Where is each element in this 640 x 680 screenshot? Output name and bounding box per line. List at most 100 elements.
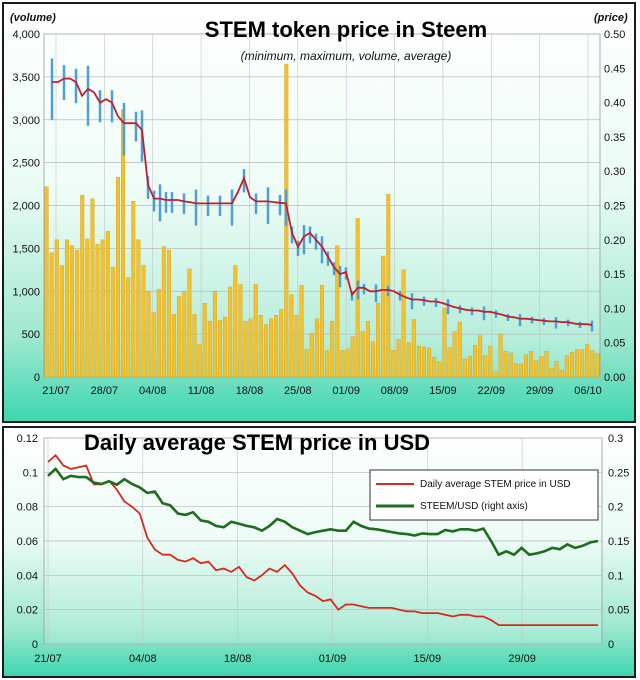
volume-bar (233, 265, 238, 378)
volume-bar (115, 177, 120, 378)
x-tick-label: 18/08 (224, 653, 252, 665)
volume-bar (248, 318, 253, 378)
y-right-tick-label: 0.30 (604, 166, 625, 178)
y-right-tick-label: 0.05 (608, 605, 629, 617)
volume-bar (192, 314, 197, 378)
y-left-tick-label: 2,500 (12, 158, 40, 170)
volume-bar (243, 321, 248, 378)
volume-bar (238, 284, 243, 378)
volume-bar (376, 303, 381, 378)
volume-bar (534, 360, 539, 378)
y-right-tick-label: 0.00 (604, 372, 625, 384)
volume-bar (508, 352, 513, 378)
steem-usd-line (47, 466, 599, 557)
y-right-tick-label: 0 (608, 639, 614, 651)
volume-bar (212, 291, 217, 378)
legend-label-stem-usd: Daily average STEM price in USD (420, 479, 571, 490)
volume-bar (498, 333, 503, 378)
volume-bar (554, 361, 559, 378)
volume-bar (105, 231, 110, 378)
y-left-tick-label: 3,500 (12, 72, 40, 84)
x-tick-label: 01/09 (332, 385, 360, 397)
volume-bar (263, 324, 268, 378)
legend-label-steem-usd: STEEM/USD (right axis) (420, 501, 528, 512)
y-right-tick-label: 0.25 (608, 467, 629, 479)
y-right-tick-label: 0.40 (604, 98, 625, 110)
x-tick-label: 04/08 (139, 385, 167, 397)
y-left-tick-label: 2,000 (12, 201, 40, 213)
y-left-tick-label: 0 (32, 639, 38, 651)
volume-bar (202, 303, 207, 378)
volume-bar (253, 284, 258, 378)
volume-bar (325, 350, 330, 378)
volume-bar (401, 269, 406, 378)
volume-bar (580, 349, 585, 378)
volume-bar (360, 331, 365, 378)
volume-bar (549, 368, 554, 378)
volume-bar (100, 239, 105, 378)
y-right-tick-label: 0.35 (604, 132, 625, 144)
x-tick-label: 15/09 (414, 653, 442, 665)
volume-bar (146, 291, 151, 378)
y-left-tick-label: 0.08 (17, 502, 38, 514)
volume-bar (85, 238, 90, 378)
volume-bar (457, 321, 462, 378)
volume-bar (274, 315, 279, 378)
volume-bar (64, 239, 69, 378)
x-tick-label: 29/09 (508, 653, 536, 665)
volume-bar (151, 312, 156, 378)
volume-bar (217, 320, 222, 378)
volume-bar (585, 344, 590, 378)
volume-bar (187, 268, 192, 378)
volume-bar (590, 350, 595, 378)
volume-bar (575, 349, 580, 378)
volume-bar (559, 369, 564, 378)
y-right-tick-label: 0.25 (604, 201, 625, 213)
y-right-tick-label: 0.05 (604, 338, 625, 350)
stem-usd-line (47, 453, 598, 627)
volume-bar (467, 356, 472, 378)
bottom-chart-panel: 0 0.02 0.04 0.06 0.08 0.1 0.12 0 0.05 0.1 0.15 0.2 0… (2, 426, 636, 678)
volume-bar (416, 345, 421, 378)
volume-bar (391, 350, 396, 378)
y-left-axis-label: (volume) (10, 12, 56, 24)
volume-bar (75, 249, 80, 378)
volume-bar (177, 296, 182, 378)
legend-box (369, 469, 599, 521)
y-left-tick-label: 0.02 (17, 605, 38, 617)
volume-bar (258, 315, 263, 378)
volume-bar (447, 347, 452, 378)
y-left-tick-label: 0 (34, 372, 40, 384)
y-right-tick-label: 0.2 (608, 502, 623, 514)
volume-bar (156, 289, 161, 378)
volume-bar (320, 285, 324, 378)
y-right-tick-label: 0.3 (608, 433, 623, 445)
y-left-tick-label: 0.12 (17, 433, 38, 445)
volume-bar (345, 348, 350, 378)
volume-bar (386, 194, 391, 378)
volume-bar (513, 363, 518, 378)
volume-bar (141, 265, 146, 378)
volume-bar (544, 351, 549, 378)
volume-bar (371, 341, 375, 378)
x-tick-label: 11/08 (188, 385, 215, 397)
volume-bar (396, 339, 401, 378)
x-tick-label: 25/08 (284, 385, 312, 397)
y-left-tick-label: 0.04 (17, 570, 38, 582)
volume-bar (381, 255, 386, 378)
volume-bar (197, 344, 202, 378)
volume-bar (90, 198, 95, 378)
volume-bar (304, 349, 309, 378)
volume-bar (569, 351, 574, 378)
volume-bar (131, 201, 136, 378)
volume-bar (452, 331, 457, 378)
volume-bar (427, 347, 432, 378)
volume-bar (228, 286, 233, 378)
volume-bar (269, 318, 273, 378)
y-right-tick-label: 0.45 (604, 63, 625, 75)
volume-bar (406, 342, 411, 378)
volume-bar (473, 345, 478, 378)
volume-bar (411, 319, 416, 378)
volume-bar (432, 357, 437, 378)
volume-bar (59, 265, 64, 378)
